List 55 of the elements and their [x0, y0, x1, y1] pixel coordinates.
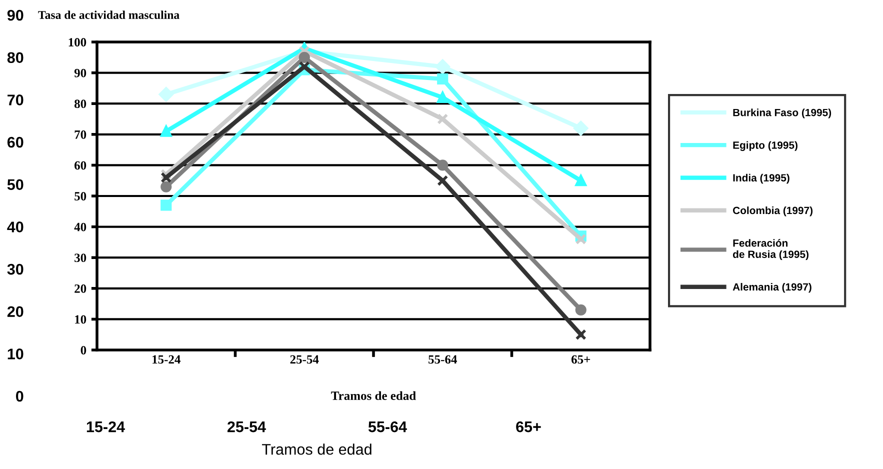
y-tick-label: 40: [7, 222, 24, 232]
y-tick-label: 20: [7, 306, 24, 318]
legend-label: Colombia (1997): [733, 206, 813, 216]
legend-label: Alemania (1997): [732, 282, 812, 293]
y-tick-label: 90: [7, 10, 24, 21]
y-tick-label: 0: [16, 390, 24, 402]
point: [158, 87, 174, 102]
point: [298, 52, 310, 63]
y-tick-label: 50: [7, 179, 24, 190]
point: [437, 113, 448, 125]
y-tick-label: 0: [80, 346, 86, 354]
point: [437, 73, 448, 85]
x-tick-label: 55-64: [368, 421, 407, 432]
legend-label: Burkina Faso (1995): [733, 108, 832, 118]
x-axis-title: Tramos de edad: [331, 391, 416, 400]
x-tick-label: 25-54: [227, 421, 266, 432]
y-tick-label: 50: [74, 192, 86, 200]
point: [437, 175, 448, 186]
x-tick-label: 65+: [571, 355, 590, 364]
point: [437, 160, 448, 171]
point: [160, 172, 172, 184]
point: [160, 126, 172, 137]
legend-label: Federación de Rusia (1995): [733, 239, 808, 260]
point: [435, 59, 450, 74]
y-tick-label: 90: [74, 68, 86, 78]
y-tick-label: 30: [7, 264, 24, 275]
point: [575, 234, 586, 245]
x-tick-label: 65+: [516, 421, 541, 432]
point: [575, 304, 586, 316]
y-tick-label: 80: [74, 100, 86, 108]
y-tick-label: 100: [68, 38, 86, 46]
y-tick-label: 70: [74, 130, 86, 139]
x-tick-label: 15-24: [152, 355, 180, 364]
point: [298, 61, 310, 72]
y-tick-label: 20: [74, 284, 86, 293]
legend-label: India (1995): [733, 174, 790, 184]
point: [575, 329, 586, 340]
point: [437, 92, 448, 103]
point: [160, 200, 172, 211]
y-tick-label: 80: [7, 52, 24, 64]
point: [160, 181, 172, 192]
x-tick-label: 55-64: [428, 355, 457, 364]
x-axis-title: Tramos de edad: [262, 444, 372, 455]
chart-title: Tasa de actividad masculina: [38, 10, 180, 19]
y-tick-label: 30: [74, 254, 86, 262]
x-tick-label: 25-54: [290, 355, 319, 364]
y-tick-label: 60: [74, 161, 86, 170]
y-tick-label: 60: [7, 136, 24, 148]
y-tick-label: 40: [74, 222, 86, 232]
point: [574, 120, 588, 136]
y-tick-label: 70: [8, 94, 24, 106]
y-tick-label: 10: [75, 315, 86, 324]
legend-label: Egipto (1995): [733, 141, 798, 151]
x-tick-label: 15-24: [86, 421, 125, 432]
y-tick-label: 10: [8, 348, 24, 360]
